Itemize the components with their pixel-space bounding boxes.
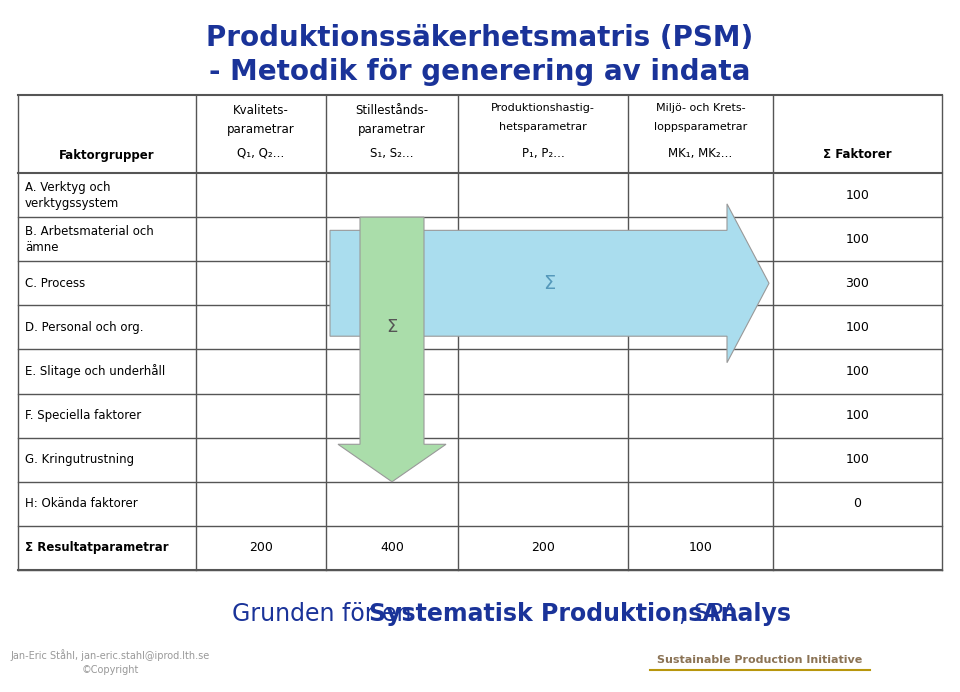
Text: Produktionshastig-: Produktionshastig-: [492, 103, 595, 113]
Text: Σ Resultatparametrar: Σ Resultatparametrar: [25, 541, 169, 554]
Polygon shape: [330, 204, 769, 363]
Text: 100: 100: [846, 453, 870, 466]
Text: Miljö- och Krets-: Miljö- och Krets-: [656, 103, 745, 113]
Text: A. Verktyg och
verktygssystem: A. Verktyg och verktygssystem: [25, 181, 119, 210]
Text: G. Kringutrustning: G. Kringutrustning: [25, 453, 134, 466]
Text: S₁, S₂…: S₁, S₂…: [371, 147, 414, 159]
Text: 100: 100: [846, 321, 870, 334]
Text: Grunden för en: Grunden för en: [232, 602, 419, 626]
Text: 100: 100: [846, 409, 870, 422]
Text: Systematisk ProduktionsAnalys: Systematisk ProduktionsAnalys: [369, 602, 791, 626]
Text: 0: 0: [853, 498, 861, 510]
Text: , SPA: , SPA: [679, 602, 737, 626]
Text: Jan-Eric Ståhl, jan-eric.stahl@iprod.lth.se
©Copyright: Jan-Eric Ståhl, jan-eric.stahl@iprod.lth…: [11, 649, 209, 675]
Text: Sustainable Production Initiative: Sustainable Production Initiative: [658, 655, 863, 665]
Text: Kvalitets-: Kvalitets-: [233, 104, 289, 116]
Text: loppsparametrar: loppsparametrar: [654, 122, 747, 132]
Text: Σ: Σ: [543, 274, 556, 293]
Text: MK₁, MK₂…: MK₁, MK₂…: [668, 147, 732, 159]
Polygon shape: [338, 217, 446, 482]
Text: Σ: Σ: [386, 318, 397, 336]
Text: hetsparametrar: hetsparametrar: [499, 122, 587, 132]
Text: B. Arbetsmaterial och
ämne: B. Arbetsmaterial och ämne: [25, 225, 154, 254]
Text: 400: 400: [380, 541, 404, 554]
Text: 100: 100: [846, 365, 870, 378]
Text: Σ Faktorer: Σ Faktorer: [823, 149, 892, 161]
Text: H: Okända faktorer: H: Okända faktorer: [25, 498, 137, 510]
Text: 100: 100: [846, 188, 870, 201]
Text: E. Slitage och underhåll: E. Slitage och underhåll: [25, 365, 165, 379]
Text: 100: 100: [846, 233, 870, 246]
Text: parametrar: parametrar: [228, 123, 295, 136]
Text: 300: 300: [846, 277, 870, 290]
Text: 100: 100: [688, 541, 712, 554]
Text: - Metodik för generering av indata: - Metodik för generering av indata: [209, 58, 751, 86]
Text: parametrar: parametrar: [358, 123, 426, 136]
Text: Q₁, Q₂…: Q₁, Q₂…: [237, 147, 285, 159]
Text: 200: 200: [249, 541, 273, 554]
Text: Stillestånds-: Stillestånds-: [355, 104, 428, 116]
Text: 200: 200: [531, 541, 555, 554]
Text: P₁, P₂…: P₁, P₂…: [521, 147, 564, 159]
Text: D. Personal och org.: D. Personal och org.: [25, 321, 143, 334]
Text: Produktionssäkerhetsmatris (PSM): Produktionssäkerhetsmatris (PSM): [206, 24, 754, 52]
Text: Faktorgrupper: Faktorgrupper: [60, 149, 155, 161]
Text: F. Speciella faktorer: F. Speciella faktorer: [25, 409, 141, 422]
Text: C. Process: C. Process: [25, 277, 85, 290]
